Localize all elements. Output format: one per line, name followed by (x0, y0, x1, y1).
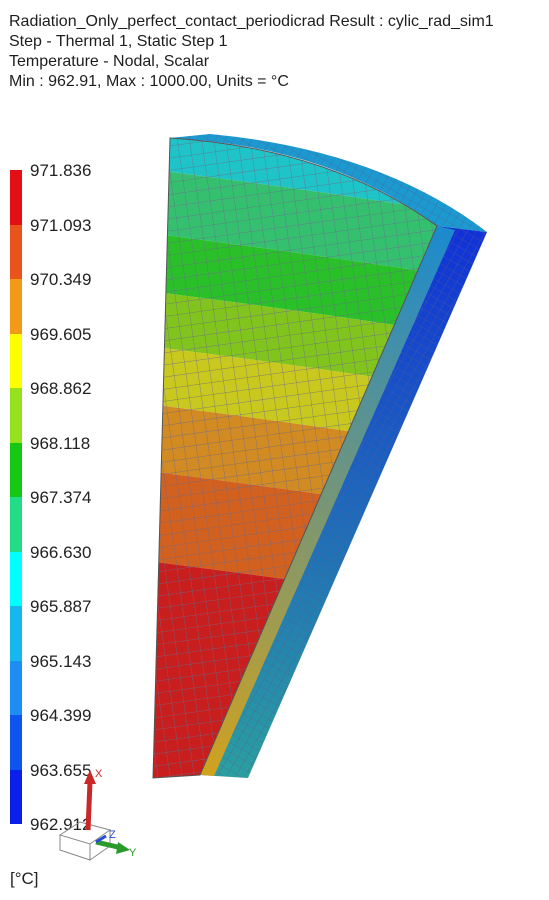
legend-label: 971.093 (30, 215, 92, 235)
result-title: Radiation_Only_perfect_contact_periodicr… (9, 13, 494, 30)
legend-swatch (10, 769, 22, 824)
legend-label: 965.887 (30, 597, 92, 616)
legend-swatch (10, 660, 22, 715)
result-header: Radiation_Only_perfect_contact_periodicr… (9, 12, 494, 92)
legend-label: 965.143 (30, 651, 92, 671)
quantity-info: Temperature - Nodal, Scalar (9, 53, 210, 70)
legend-swatch (10, 170, 22, 225)
model-outline (152, 137, 438, 779)
y-axis-head (116, 842, 130, 854)
legend-label: 968.118 (30, 433, 91, 453)
legend-swatch (10, 606, 22, 661)
legend-label: 962.912 (30, 815, 92, 834)
legend-label: 969.605 (30, 324, 92, 344)
step-info: Step - Thermal 1, Static Step 1 (9, 33, 228, 50)
legend-label: 970.349 (30, 270, 92, 289)
legend-color-bar (10, 170, 22, 824)
mesh-overlay (153, 138, 437, 778)
legend-label: 967.374 (30, 488, 92, 507)
legend-label: 971.836 (30, 161, 92, 180)
legend-swatch (10, 715, 22, 770)
z-axis-arrow (95, 834, 107, 844)
legend-unit: [°C] (10, 869, 39, 888)
legend-swatch (10, 224, 22, 279)
legend-swatch (10, 388, 22, 443)
range-info: Min : 962.91, Max : 1000.00, Units = °C (9, 73, 289, 90)
legend-swatch (10, 442, 22, 497)
legend-label: 963.655 (30, 760, 92, 780)
legend-label: 968.862 (30, 379, 92, 398)
legend-swatch (10, 333, 22, 388)
x-axis-arrow (85, 781, 93, 831)
model-wall-strip (200, 226, 455, 776)
legend-swatch (10, 551, 22, 606)
legend-label: 966.630 (30, 542, 92, 562)
coordinate-triad: X Y Z (58, 768, 137, 861)
legend-swatch (10, 279, 22, 334)
y-axis-label: Y (129, 847, 137, 859)
x-axis-head (84, 770, 96, 784)
z-axis-label: Z (109, 829, 116, 841)
legend-swatch (10, 497, 22, 552)
legend-label: 964.399 (30, 706, 92, 725)
x-axis-label: X (95, 768, 103, 780)
